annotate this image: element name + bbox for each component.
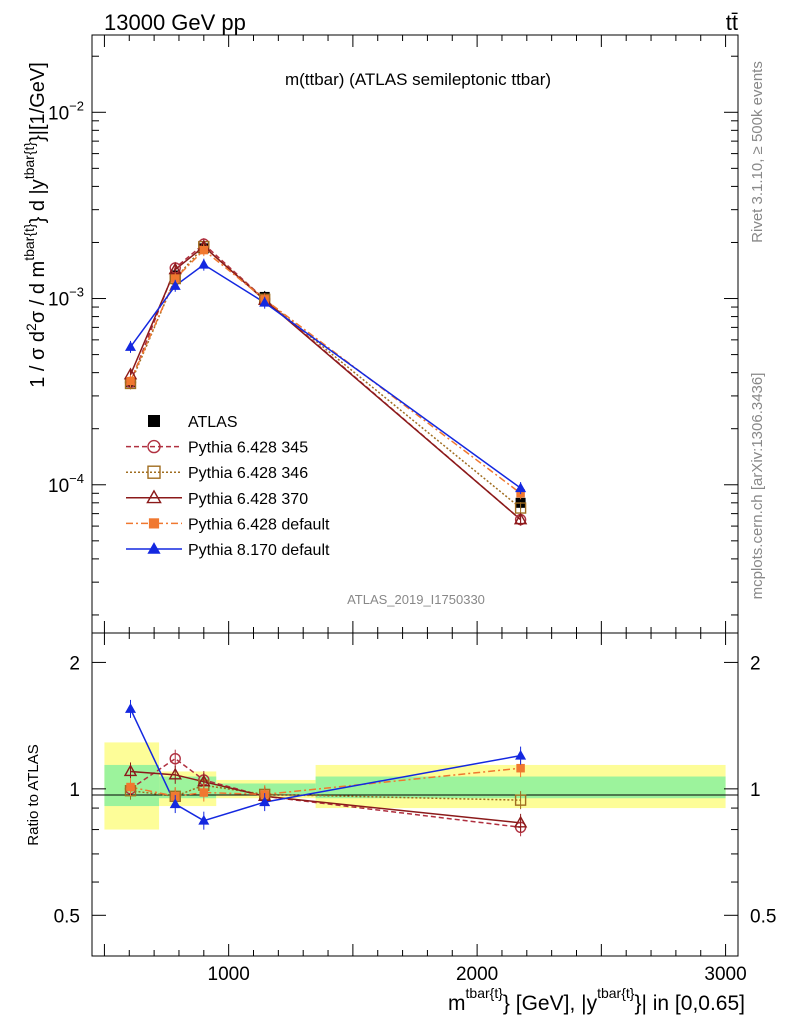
ratio-data-point — [514, 794, 527, 806]
ratio-data-point — [126, 782, 135, 792]
legend-entry: Pythia 8.170 default — [188, 542, 330, 559]
ratio-data-point — [516, 763, 525, 773]
mcplots-label: mcplots.cern.ch [arXiv:1306.3436] — [749, 373, 766, 600]
data-point — [126, 376, 135, 386]
ratio-data-point — [169, 798, 181, 809]
rivet-version-label: Rivet 3.1.10, ≥ 500k events — [749, 61, 766, 243]
ratio-axis-ticks — [92, 633, 738, 957]
ratio-y-tick-labels: 0.5 0.5 1 1 2 2 — [54, 653, 777, 927]
x-tick-label: 1000 — [208, 964, 250, 985]
ratio-data-point — [198, 814, 210, 825]
ratio-data-point — [125, 703, 137, 713]
legend-entry: Pythia 6.428 346 — [188, 465, 308, 482]
ratio-y-axis-title: Ratio to ATLAS — [25, 744, 42, 845]
ratio-data-point — [199, 788, 209, 797]
y-tick-label: 1 — [69, 780, 80, 801]
legend-entry: Pythia 6.428 345 — [188, 440, 308, 457]
process-label: tt̄ — [726, 10, 738, 35]
x-tick-labels: 1000 2000 3000 — [208, 964, 747, 985]
legend-entry: ATLAS — [188, 414, 238, 431]
legend-marker — [147, 542, 161, 554]
beam-label: 13000 GeV pp — [104, 10, 246, 35]
ratio-data-point — [515, 749, 527, 760]
main-y-tick-labels: 10−2 10−3 10−4 — [48, 98, 84, 496]
x-tick-label: 2000 — [456, 964, 498, 985]
legend-marker — [148, 415, 160, 427]
legend-marker — [146, 489, 162, 504]
data-point — [198, 258, 210, 269]
main-series-points — [123, 238, 528, 526]
y-tick-label: 10−2 — [48, 98, 84, 124]
y-tick-label: 10−3 — [48, 285, 84, 311]
series-line — [129, 249, 522, 494]
legend-entry: Pythia 6.428 370 — [188, 491, 308, 508]
plot-title: m(ttbar) (ATLAS semileptonic ttbar) — [285, 70, 551, 89]
ratio-data-point — [168, 767, 182, 780]
x-tick-label: 3000 — [704, 964, 746, 985]
data-point — [199, 245, 209, 255]
main-axis-ticks — [92, 35, 738, 633]
ratio-data-point — [513, 815, 528, 828]
legend-entry: Pythia 6.428 default — [188, 516, 330, 533]
data-point — [125, 341, 137, 351]
main-plot-panel: 10−2 10−3 10−4 m(ttbar) (ATLAS semileptoni… — [21, 34, 739, 634]
data-point — [170, 274, 180, 283]
y-axis-title: 1 / σ d2σ / d mtbar{t}} d |ytbar{t}}|[1/… — [21, 62, 49, 388]
y-tick-label-right: 0.5 — [750, 906, 776, 927]
data-point — [259, 296, 271, 307]
data-point — [169, 280, 181, 290]
legend-marker — [147, 439, 161, 454]
legend-marker — [148, 518, 160, 529]
ratio-plot-panel: 0.5 0.5 1 1 2 2 1000 2000 3000 Ratio to ATLAS m… — [25, 632, 777, 1015]
analysis-watermark: ATLAS_2019_I1750330 — [347, 592, 485, 607]
y-tick-label: 0.5 — [54, 906, 80, 927]
ratio-data-point — [169, 752, 181, 765]
ratio-plot-frame — [91, 632, 739, 957]
y-tick-label-right: 2 — [750, 653, 761, 674]
legend: ATLAS Pythia 6.428 345 Pythia 6.428 346 Pyt… — [126, 414, 330, 559]
data-point — [515, 482, 527, 493]
legend-marker — [147, 465, 161, 479]
ratio-series-line — [130, 767, 521, 798]
inner-band — [315, 776, 726, 799]
data-point — [513, 512, 528, 525]
ratio-data-point — [259, 796, 271, 807]
ratio-data-point — [123, 764, 138, 777]
y-tick-label: 2 — [69, 653, 80, 674]
ratio-series-points — [123, 699, 528, 837]
y-tick-label: 10−4 — [48, 471, 84, 497]
y-tick-label-right: 1 — [750, 780, 761, 801]
x-axis-title: mtbar{t}} [GeV], |ytbar{t}}| in [0,0.65] — [448, 985, 745, 1015]
